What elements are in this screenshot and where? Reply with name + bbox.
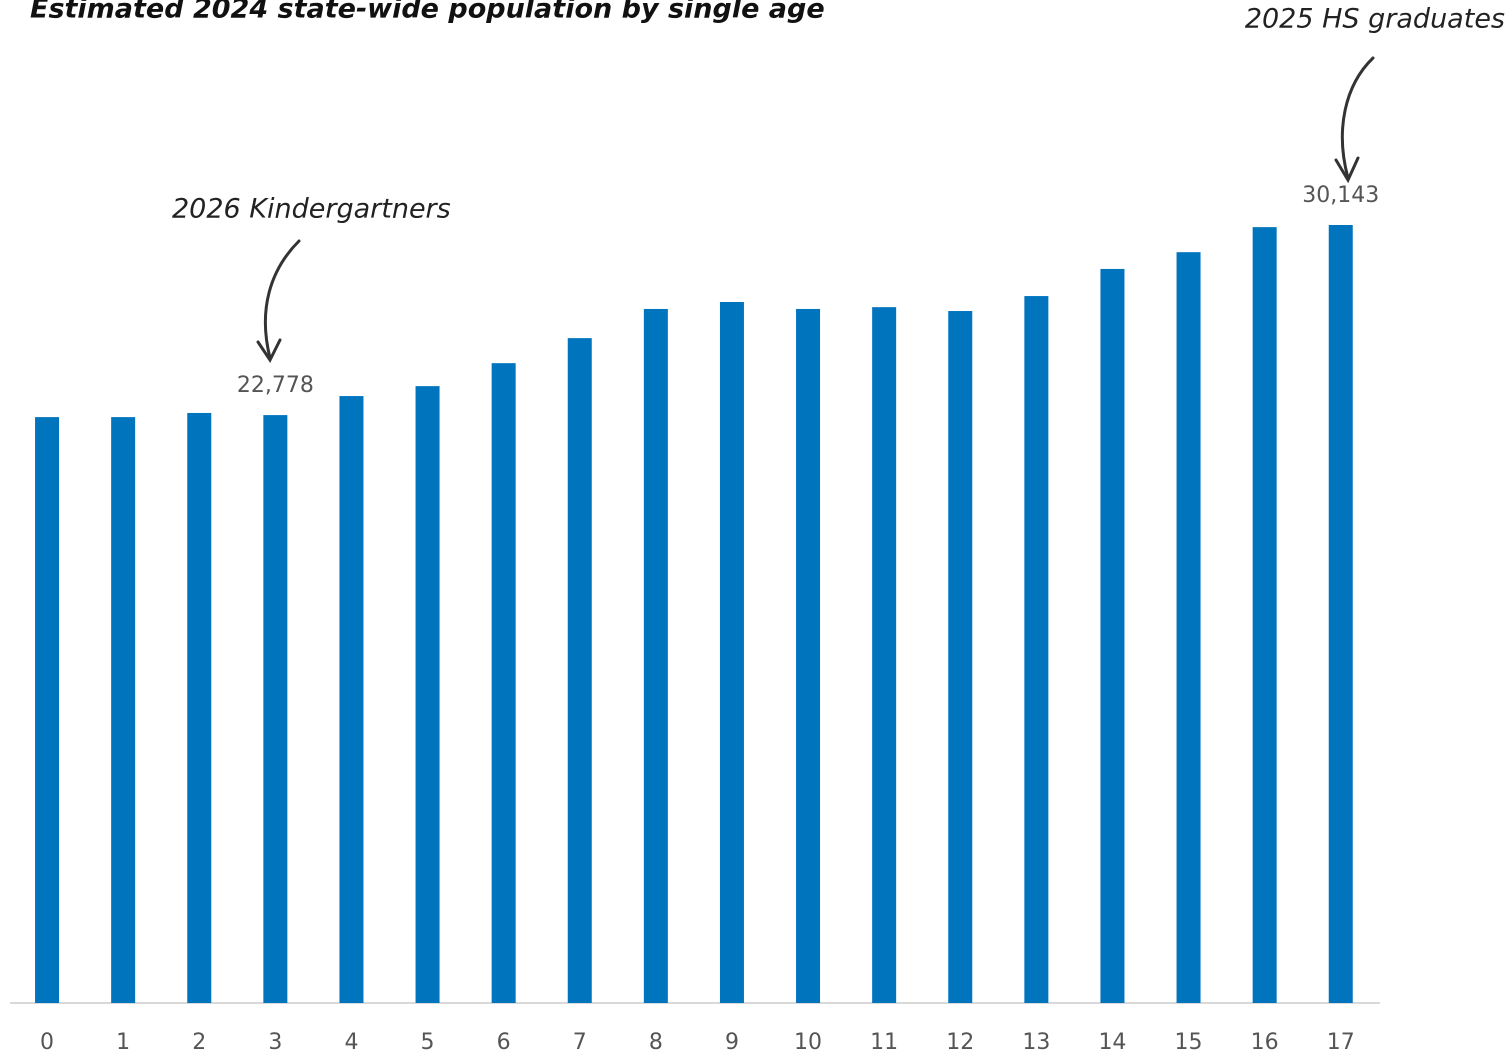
x-tick-label: 5 <box>421 1030 435 1054</box>
bar <box>263 415 288 1003</box>
x-tick-label: 0 <box>40 1030 54 1054</box>
bar <box>339 396 364 1004</box>
bar <box>1176 252 1201 1004</box>
x-tick-label: 11 <box>870 1030 898 1054</box>
bar <box>872 307 897 1004</box>
annotation: 2026 Kindergartners <box>172 194 451 225</box>
arrow <box>1340 56 1375 180</box>
bar <box>1252 227 1277 1003</box>
x-tick-label: 6 <box>497 1030 511 1054</box>
x-tick-label: 3 <box>268 1030 282 1054</box>
bar <box>643 308 668 1003</box>
bar <box>948 311 973 1003</box>
arrow-head <box>1334 156 1360 184</box>
annotation: 2025 HS graduates <box>1245 4 1505 35</box>
arrow-head <box>256 338 282 363</box>
chart-title: Estimated 2024 state-wide population by … <box>30 0 825 25</box>
bar <box>1024 296 1049 1003</box>
annotation-arrows <box>256 56 1375 363</box>
bar <box>1100 268 1125 1003</box>
bar <box>1328 225 1353 1003</box>
bar <box>111 417 136 1003</box>
bar <box>491 363 516 1003</box>
x-tick-label: 16 <box>1251 1030 1279 1054</box>
bar <box>796 308 821 1003</box>
x-tick-label: 12 <box>946 1030 974 1054</box>
bar <box>415 386 440 1003</box>
bar <box>35 417 60 1003</box>
x-tick-label: 13 <box>1022 1030 1050 1054</box>
x-tick-label: 10 <box>794 1030 822 1054</box>
x-tick-label: 9 <box>725 1030 739 1054</box>
bar <box>187 412 212 1003</box>
arrow <box>263 239 301 360</box>
data-label: 22,778 <box>237 373 314 398</box>
x-tick-label: 4 <box>344 1030 358 1054</box>
data-label: 30,143 <box>1302 183 1379 208</box>
x-tick-label: 14 <box>1098 1030 1126 1054</box>
bar <box>567 338 592 1003</box>
x-tick-label: 15 <box>1175 1030 1203 1054</box>
x-tick-label: 7 <box>573 1030 587 1054</box>
x-tick-label: 8 <box>649 1030 663 1054</box>
bar <box>719 301 744 1003</box>
x-tick-label: 1 <box>116 1030 130 1054</box>
x-tick-label: 17 <box>1327 1030 1355 1054</box>
x-tick-label: 2 <box>192 1030 206 1054</box>
